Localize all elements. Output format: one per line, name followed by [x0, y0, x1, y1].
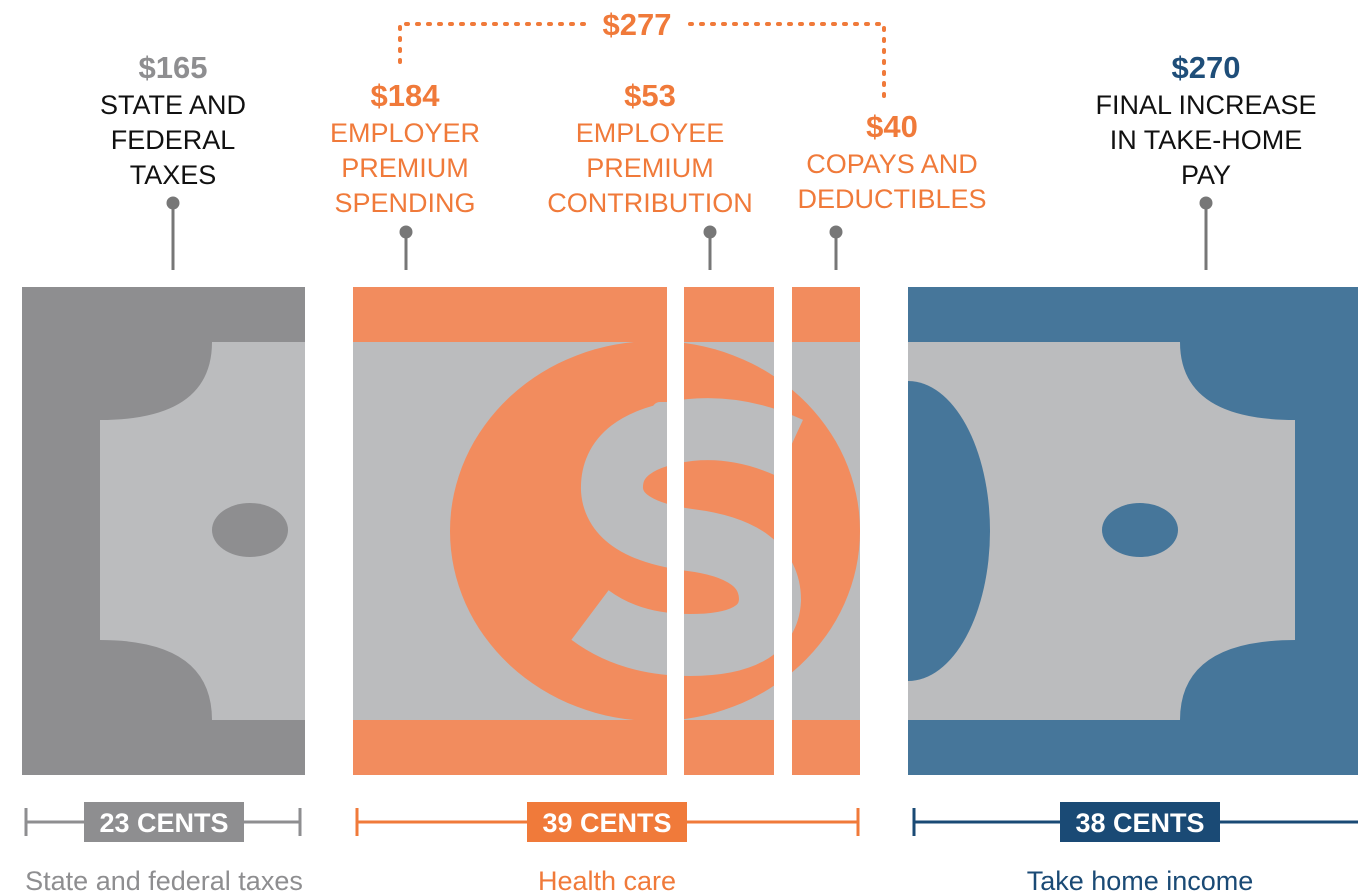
pins: [166, 196, 1213, 270]
amount: $270: [1172, 50, 1241, 85]
income-bill: [908, 287, 1358, 775]
total-amount: $277: [603, 7, 672, 42]
tax-bill: [22, 287, 305, 775]
label: EMPLOYER PREMIUM SPENDING: [330, 118, 480, 218]
label: FINAL INCREASE IN TAKE-HOME PAY: [1095, 90, 1316, 190]
amount: $40: [866, 109, 918, 144]
caption: State and federal taxes: [25, 866, 303, 895]
badge: 23 CENTS: [99, 808, 228, 838]
badge: 38 CENTS: [1075, 808, 1204, 838]
label: STATE AND FEDERAL TAXES: [100, 90, 246, 190]
caption: Health care: [538, 866, 676, 895]
label: EMPLOYEE PREMIUM CONTRIBUTION: [547, 118, 753, 218]
badge: 39 CENTS: [542, 808, 671, 838]
total-bracket: [398, 22, 886, 100]
amount: $184: [371, 78, 441, 113]
bottom-brackets: [24, 802, 1358, 842]
amount: $53: [624, 78, 676, 113]
amount: $165: [139, 50, 208, 85]
health-bill: [353, 280, 860, 780]
label: COPAYS AND DEDUCTIBLES: [797, 149, 986, 214]
caption: Take home income: [1027, 866, 1254, 895]
